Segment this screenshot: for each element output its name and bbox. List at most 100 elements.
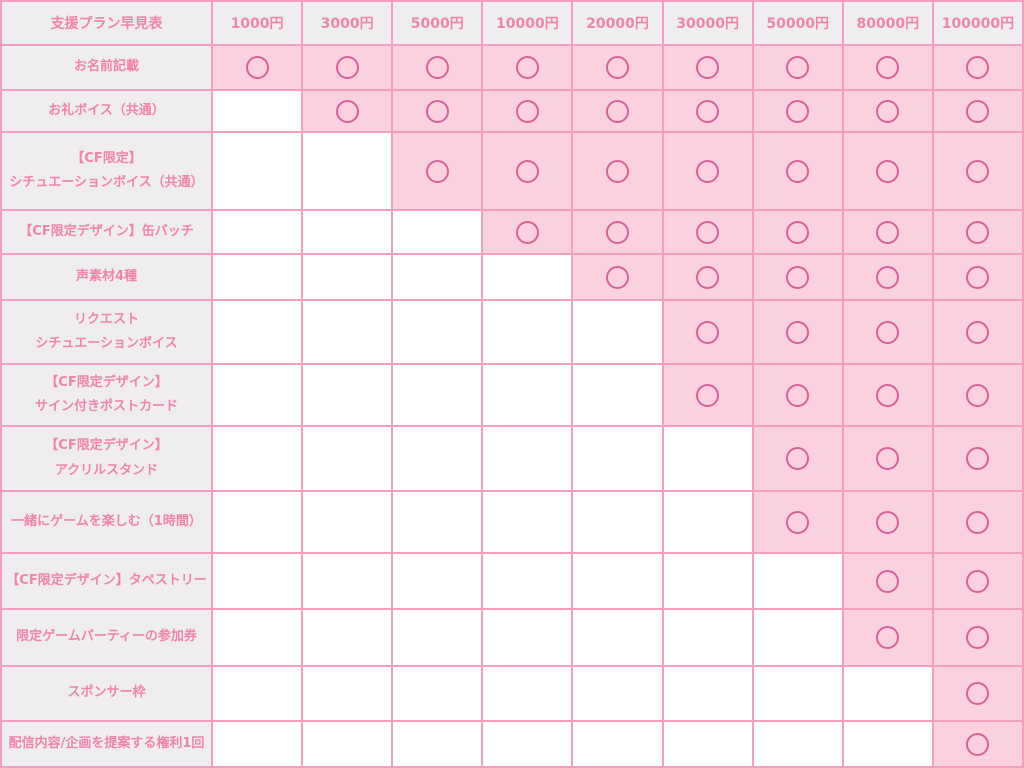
included-mark-icon — [966, 569, 990, 593]
reward-tier-cell-r10-c8 — [843, 554, 932, 608]
reward-tier-cell-r6-c3 — [393, 301, 482, 363]
included-mark-icon — [876, 265, 900, 289]
reward-tier-cell-r4-c2 — [303, 211, 392, 253]
reward-row-label: お名前記載 — [2, 46, 211, 89]
reward-tier-cell-r11-c4 — [483, 610, 572, 665]
reward-tier-cell-r9-c4 — [483, 492, 572, 552]
reward-tier-cell-r5-c7 — [753, 255, 842, 299]
included-mark-icon — [515, 99, 539, 123]
included-mark-icon — [605, 56, 629, 79]
price-tier-label: 3000円 — [320, 16, 374, 32]
reward-tier-cell-r8-c6 — [663, 427, 752, 490]
included-mark-icon — [876, 626, 900, 649]
reward-tier-cell-r9-c2 — [303, 492, 392, 552]
reward-tier-cell-r9-c6 — [663, 492, 752, 552]
included-mark-icon — [786, 159, 810, 183]
reward-tier-cell-r11-c6 — [663, 610, 752, 665]
included-mark-icon — [605, 99, 629, 123]
reward-tier-cell-r5-c2 — [303, 255, 392, 299]
reward-tier-cell-r10-c7 — [753, 554, 842, 608]
included-mark-icon — [335, 56, 359, 79]
reward-tier-cell-r2-c7 — [753, 91, 842, 131]
included-mark-icon — [966, 99, 990, 123]
reward-tier-cell-r11-c1 — [213, 610, 302, 665]
reward-tier-cell-r2-c1 — [213, 91, 302, 131]
included-mark-icon — [966, 732, 990, 756]
reward-label-line: サイン付きポストカード — [34, 399, 178, 414]
reward-tier-cell-r1-c8 — [843, 46, 932, 89]
reward-label-line: アクリルスタンド — [54, 462, 159, 478]
reward-tier-cell-r13-c8 — [843, 722, 932, 766]
reward-tier-cell-r2-c9 — [933, 91, 1022, 131]
reward-tier-cell-r9-c9 — [933, 492, 1022, 552]
included-mark-icon — [786, 265, 810, 289]
reward-tier-cell-r3-c3 — [393, 133, 482, 209]
reward-tier-cell-r11-c3 — [393, 610, 482, 665]
reward-tier-cell-r4-c1 — [213, 211, 302, 253]
included-mark-icon — [786, 510, 810, 534]
included-mark-icon — [696, 320, 720, 344]
reward-tier-cell-r7-c8 — [843, 365, 932, 425]
reward-tier-cell-r5-c9 — [933, 255, 1022, 299]
reward-row-label: 【CF限定デザイン】 アクリルスタンド — [2, 427, 211, 490]
reward-tier-cell-r6-c5 — [573, 301, 662, 363]
included-mark-icon — [966, 447, 990, 470]
reward-tier-cell-r6-c1 — [213, 301, 302, 363]
included-mark-icon — [786, 56, 810, 79]
reward-tier-cell-r2-c3 — [393, 91, 482, 131]
reward-label-line: シチュエーションボイス（共通） — [9, 175, 204, 190]
reward-row-label: リクエスト シチュエーションボイス — [2, 301, 211, 363]
reward-tier-cell-r8-c9 — [933, 427, 1022, 490]
reward-tier-cell-r6-c6 — [663, 301, 752, 363]
included-mark-icon — [966, 682, 990, 705]
reward-label-line: 【CF限定】 — [71, 150, 142, 166]
reward-tier-cell-r7-c2 — [303, 365, 392, 425]
reward-tier-cell-r13-c2 — [303, 722, 392, 766]
reward-tier-cell-r13-c1 — [213, 722, 302, 766]
reward-row-label: 【CF限定デザイン】缶バッチ — [2, 211, 211, 253]
included-mark-icon — [696, 265, 720, 289]
reward-tier-cell-r9-c7 — [753, 492, 842, 552]
reward-row-label: 一緒にゲームを楽しむ（1時間） — [2, 492, 211, 552]
included-mark-icon — [876, 320, 900, 344]
reward-row-label: 【CF限定】シチュエーションボイス（共通） — [2, 133, 211, 209]
included-mark-icon — [876, 220, 900, 244]
reward-tier-cell-r8-c2 — [303, 427, 392, 490]
included-mark-icon — [515, 159, 539, 183]
included-mark-icon — [876, 383, 900, 407]
reward-tier-cell-r11-c8 — [843, 610, 932, 665]
reward-tier-cell-r3-c7 — [753, 133, 842, 209]
price-tier-label: 80000円 — [856, 16, 920, 32]
reward-tier-cell-r1-c9 — [933, 46, 1022, 89]
reward-row-label: 【CF限定デザイン】タペストリー — [2, 554, 211, 608]
reward-tier-cell-r3-c2 — [303, 133, 392, 209]
reward-tier-cell-r6-c7 — [753, 301, 842, 363]
reward-tier-cell-r1-c4 — [483, 46, 572, 89]
reward-tier-cell-r6-c2 — [303, 301, 392, 363]
included-mark-icon — [335, 99, 359, 123]
reward-tier-cell-r8-c5 — [573, 427, 662, 490]
reward-tier-cell-r8-c3 — [393, 427, 482, 490]
reward-tier-cell-r6-c9 — [933, 301, 1022, 363]
reward-tier-cell-r10-c3 — [393, 554, 482, 608]
reward-label-line: 【CF限定デザイン】缶バッチ — [19, 223, 194, 239]
reward-tier-cell-r5-c3 — [393, 255, 482, 299]
table-title: 支援プラン早見表 — [50, 16, 163, 32]
reward-row-label: 声素材4種 — [2, 255, 211, 299]
reward-tier-cell-r13-c7 — [753, 722, 842, 766]
reward-tier-cell-r9-c5 — [573, 492, 662, 552]
included-mark-icon — [786, 220, 810, 244]
reward-tier-cell-r7-c9 — [933, 365, 1022, 425]
reward-tier-cell-r8-c7 — [753, 427, 842, 490]
reward-row-label: 限定ゲームパーティーの参加券 — [2, 610, 211, 665]
reward-tier-cell-r11-c5 — [573, 610, 662, 665]
included-mark-icon — [876, 159, 900, 183]
included-mark-icon — [696, 56, 720, 79]
reward-tier-cell-r4-c6 — [663, 211, 752, 253]
included-mark-icon — [876, 447, 900, 470]
price-tier-header-7: 50000円 — [753, 2, 842, 44]
reward-label-line: 一緒にゲームを楽しむ（1時間） — [11, 513, 202, 529]
reward-tier-cell-r1-c7 — [753, 46, 842, 89]
reward-tier-cell-r12-c8 — [843, 667, 932, 720]
reward-tier-cell-r3-c5 — [573, 133, 662, 209]
